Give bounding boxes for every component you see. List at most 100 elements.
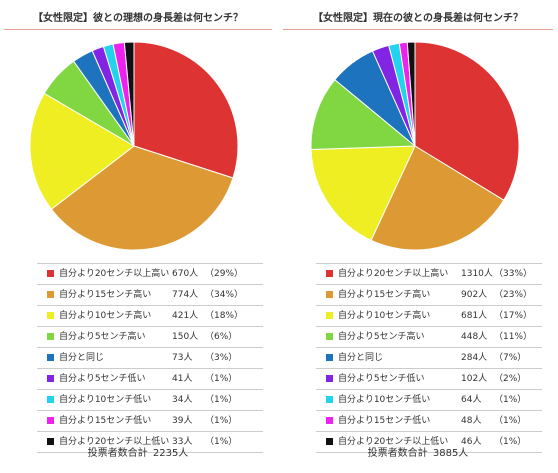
legend-count: 902人 bbox=[461, 290, 488, 300]
legend-swatch bbox=[47, 375, 54, 382]
legend-row: 自分より10センチ高い 421人 （18%） bbox=[37, 306, 263, 327]
legend-swatch bbox=[47, 312, 54, 319]
legend-swatch bbox=[47, 333, 54, 340]
legend-percent: （33%） bbox=[494, 269, 533, 279]
legend-count: 102人 bbox=[461, 374, 488, 384]
legend-count: 64人 bbox=[461, 395, 482, 405]
legend-swatch bbox=[326, 312, 333, 319]
left-chart-panel: 【女性限定】彼との理想の身長差は何センチ？ 自分より20センチ以上高い 670人 （… bbox=[4, 0, 272, 473]
legend-percent: （1%） bbox=[494, 416, 527, 426]
legend-percent: （7%） bbox=[494, 353, 527, 363]
legend-label: 自分より5センチ低い bbox=[59, 374, 146, 384]
legend-row: 自分より5センチ低い 41人 （1%） bbox=[37, 369, 263, 390]
right-title-divider bbox=[283, 29, 553, 30]
legend-count: 670人 bbox=[172, 269, 199, 279]
legend-label: 自分より5センチ低い bbox=[338, 374, 425, 384]
left-pie-chart bbox=[29, 41, 239, 251]
legend-percent: （18%） bbox=[205, 311, 244, 321]
right-pie-chart bbox=[310, 41, 520, 251]
legend-percent: （17%） bbox=[494, 311, 533, 321]
legend-percent: （1%） bbox=[205, 437, 238, 447]
legend-count: 421人 bbox=[172, 311, 199, 321]
legend-swatch bbox=[326, 333, 333, 340]
legend-row: 自分より15センチ低い 39人 （1%） bbox=[37, 411, 263, 432]
left-legend-table: 自分より20センチ以上高い 670人 （29%） 自分より15センチ高い 774人 （34… bbox=[37, 263, 263, 453]
legend-label: 自分より5センチ高い bbox=[59, 332, 146, 342]
legend-swatch bbox=[326, 417, 333, 424]
left-total-label: 投票者数合計 bbox=[87, 448, 148, 459]
legend-swatch bbox=[326, 396, 333, 403]
legend-count: 284人 bbox=[461, 353, 488, 363]
legend-percent: （6%） bbox=[205, 332, 238, 342]
legend-row: 自分より15センチ高い 774人 （34%） bbox=[37, 285, 263, 306]
legend-label: 自分と同じ bbox=[59, 353, 105, 363]
legend-percent: （1%） bbox=[205, 416, 238, 426]
legend-count: 681人 bbox=[461, 311, 488, 321]
legend-swatch bbox=[47, 396, 54, 403]
pie-slice-9 bbox=[406, 41, 416, 147]
legend-row: 自分より5センチ高い 448人 （11%） bbox=[316, 327, 542, 348]
legend-row: 自分より20センチ以上高い 1310人 （33%） bbox=[316, 264, 542, 285]
legend-percent: （3%） bbox=[205, 353, 238, 363]
pie-slice-3 bbox=[310, 145, 416, 241]
right-total: 投票者数合計 3885人 bbox=[283, 444, 553, 459]
legend-percent: （1%） bbox=[205, 374, 238, 384]
legend-swatch bbox=[47, 291, 54, 298]
legend-swatch bbox=[326, 438, 333, 445]
legend-count: 774人 bbox=[172, 290, 199, 300]
pie-slice-2 bbox=[370, 145, 505, 251]
pie-slice-9 bbox=[123, 41, 135, 147]
legend-percent: （34%） bbox=[205, 290, 244, 300]
legend-percent: （2%） bbox=[494, 374, 527, 384]
legend-percent: （1%） bbox=[205, 395, 238, 405]
legend-swatch bbox=[47, 438, 54, 445]
legend-swatch bbox=[326, 354, 333, 361]
legend-label: 自分と同じ bbox=[338, 353, 384, 363]
legend-swatch bbox=[47, 417, 54, 424]
pie-slice-1 bbox=[133, 41, 239, 179]
legend-label: 自分より20センチ以上低い bbox=[338, 437, 449, 447]
legend-row: 自分より20センチ以上低い 33人 （1%） bbox=[37, 432, 263, 453]
legend-row: 自分と同じ 73人 （3%） bbox=[37, 348, 263, 369]
legend-label: 自分より10センチ低い bbox=[59, 395, 152, 405]
legend-swatch bbox=[326, 291, 333, 298]
legend-row: 自分より15センチ低い 48人 （1%） bbox=[316, 411, 542, 432]
legend-row: 自分より5センチ低い 102人 （2%） bbox=[316, 369, 542, 390]
legend-swatch bbox=[326, 375, 333, 382]
left-chart-title: 【女性限定】彼との理想の身長差は何センチ？ bbox=[33, 13, 243, 24]
legend-label: 自分より5センチ高い bbox=[338, 332, 425, 342]
legend-label: 自分より10センチ高い bbox=[338, 311, 431, 321]
left-total: 投票者数合計 2235人 bbox=[4, 444, 272, 459]
legend-row: 自分と同じ 284人 （7%） bbox=[316, 348, 542, 369]
legend-row: 自分より10センチ低い 34人 （1%） bbox=[37, 390, 263, 411]
right-total-label: 投票者数合計 bbox=[367, 448, 428, 459]
legend-label: 自分より20センチ以上低い bbox=[59, 437, 170, 447]
right-total-value: 3885人 bbox=[432, 448, 469, 459]
legend-row: 自分より15センチ高い 902人 （23%） bbox=[316, 285, 542, 306]
legend-percent: （11%） bbox=[494, 332, 533, 342]
legend-row: 自分より10センチ高い 681人 （17%） bbox=[316, 306, 542, 327]
pie-slice-1 bbox=[414, 41, 520, 201]
legend-count: 34人 bbox=[172, 395, 193, 405]
legend-label: 自分より10センチ低い bbox=[338, 395, 431, 405]
legend-count: 150人 bbox=[172, 332, 199, 342]
legend-count: 41人 bbox=[172, 374, 193, 384]
legend-count: 1310人 bbox=[461, 269, 493, 279]
right-legend-table: 自分より20センチ以上高い 1310人 （33%） 自分より15センチ高い 902人 （2… bbox=[316, 263, 542, 453]
legend-count: 73人 bbox=[172, 353, 193, 363]
pie-slice-2 bbox=[50, 145, 234, 251]
legend-row: 自分より20センチ以上高い 670人 （29%） bbox=[37, 264, 263, 285]
legend-percent: （23%） bbox=[494, 290, 533, 300]
legend-label: 自分より20センチ以上高い bbox=[338, 269, 449, 279]
legend-percent: （1%） bbox=[494, 395, 527, 405]
pie-slice-4 bbox=[310, 79, 417, 151]
right-chart-title: 【女性限定】現在の彼との身長差は何センチ？ bbox=[313, 13, 523, 24]
legend-label: 自分より10センチ高い bbox=[59, 311, 152, 321]
legend-label: 自分より15センチ低い bbox=[338, 416, 431, 426]
legend-count: 33人 bbox=[172, 437, 193, 447]
legend-row: 自分より20センチ以上低い 46人 （1%） bbox=[316, 432, 542, 453]
legend-count: 39人 bbox=[172, 416, 193, 426]
left-total-value: 2235人 bbox=[152, 448, 189, 459]
legend-count: 448人 bbox=[461, 332, 488, 342]
legend-percent: （1%） bbox=[494, 437, 527, 447]
